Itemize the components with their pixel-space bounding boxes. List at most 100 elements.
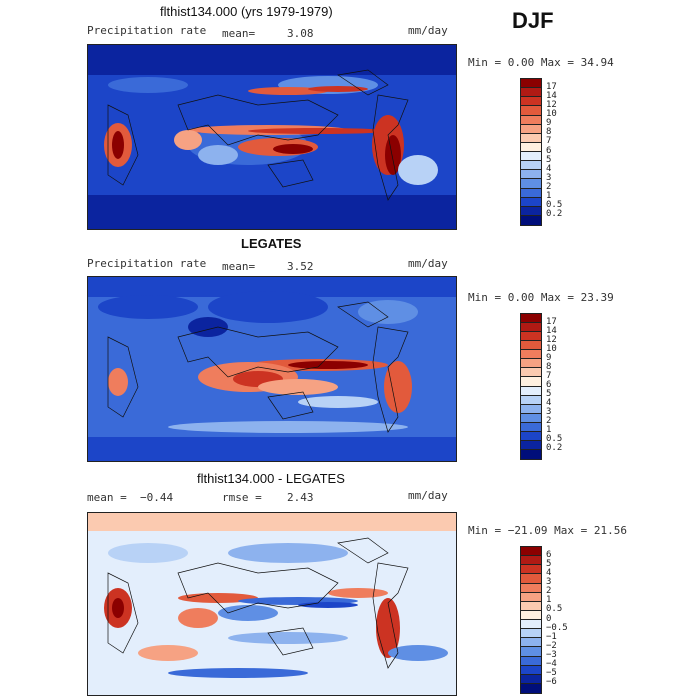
- colorbar-segment: [521, 179, 541, 189]
- colorbar-segment: [521, 674, 541, 684]
- colorbar-segment: [521, 206, 541, 216]
- mean-label-obs: mean=: [222, 260, 256, 273]
- colorbar-tick-label: 0.5: [546, 434, 563, 445]
- colorbar-segment: [521, 341, 541, 351]
- colorbar-segment: [521, 170, 541, 180]
- colorbar-segment: [521, 115, 541, 125]
- colorbar-segment: [521, 79, 541, 89]
- colorbar-tick-label: 2: [546, 416, 552, 427]
- colorbar-segment: [521, 161, 541, 171]
- colorbar-tick-label: 1: [546, 191, 552, 202]
- colorbar-tick-label: 17: [546, 316, 557, 327]
- colorbar-tick-label: 8: [546, 361, 552, 372]
- precip-map-model: [87, 44, 457, 230]
- units-obs: mm/day: [408, 257, 448, 270]
- colorbar-segment: [521, 368, 541, 378]
- colorbar-tick-label: 7: [546, 136, 552, 147]
- colorbar-tick-label: −5: [546, 668, 557, 679]
- colorbar-segment: [521, 556, 541, 566]
- colorbar-tick-label: 17: [546, 81, 557, 92]
- colorbar-segment: [521, 88, 541, 98]
- colorbar-segment: [521, 332, 541, 342]
- colorbar-tick-label: 10: [546, 343, 557, 354]
- colorbar-tick-label: 6: [546, 380, 552, 390]
- colorbar-segment: [521, 124, 541, 134]
- map-field-diff: [88, 513, 456, 695]
- colorbar-tick-label: 4: [546, 398, 552, 409]
- colorbar-segment: [521, 583, 541, 593]
- colorbar-tick-label: 2: [546, 182, 552, 192]
- diff-mean-label: mean =: [87, 491, 127, 504]
- colorbar-tick-label: −6: [546, 677, 557, 688]
- colorbar-tick-label: 1: [546, 595, 552, 606]
- colorbar-model: [520, 78, 542, 226]
- colorbar-segment: [521, 413, 541, 423]
- colorbar-segment: [521, 323, 541, 333]
- colorbar-tick-label: 0.5: [546, 200, 563, 211]
- colorbar-tick-label: 3: [546, 172, 552, 183]
- colorbar-segment: [521, 188, 541, 198]
- panel-title-obs: LEGATES: [241, 236, 302, 251]
- colorbar-tick-label: 14: [546, 90, 557, 101]
- colorbar-segment: [521, 656, 541, 666]
- colorbar-segment: [521, 620, 541, 630]
- colorbar-segment: [521, 610, 541, 620]
- map-field-model: [88, 45, 456, 229]
- colorbar-tick-label: −2: [546, 640, 557, 651]
- colorbar-segment: [521, 592, 541, 602]
- colorbar-tick-label: 0: [546, 613, 552, 624]
- diff-mean-value: −0.44: [140, 491, 174, 504]
- colorbar-tick-label: −0.5: [546, 622, 568, 633]
- colorbar-tick-label: 14: [546, 325, 557, 336]
- rmse-value: 2.43: [287, 491, 314, 504]
- colorbar-tick-label: 1: [546, 425, 552, 436]
- colorbar-segment: [521, 377, 541, 387]
- precip-map-obs: [87, 276, 457, 462]
- colorbar-segment: [521, 440, 541, 450]
- colorbar-segment: [521, 683, 541, 693]
- colorbar-segment: [521, 215, 541, 225]
- colorbar-segment: [521, 404, 541, 414]
- colorbar-tick-label: 0.5: [546, 604, 563, 615]
- precip-map-diff: [87, 512, 457, 696]
- colorbar-segment: [521, 197, 541, 207]
- minmax-model: Min = 0.00 Max = 34.94: [468, 56, 614, 69]
- colorbar-segment: [521, 152, 541, 162]
- colorbar-tick-label: −1: [546, 631, 557, 642]
- season-label: DJF: [512, 8, 554, 33]
- colorbar-segment: [521, 359, 541, 369]
- colorbar-tick-label: 4: [546, 163, 552, 174]
- mean-value-model: 3.08: [287, 27, 314, 40]
- colorbar-segment: [521, 106, 541, 116]
- units-model: mm/day: [408, 24, 448, 37]
- colorbar-segment: [521, 97, 541, 107]
- colorbar-segment: [521, 386, 541, 396]
- colorbar-tick-label: 2: [546, 586, 552, 597]
- colorbar-tick-label: −3: [546, 650, 557, 660]
- colorbar-tick-label: 12: [546, 99, 557, 110]
- panel-title-diff: flthist134.000 - LEGATES: [197, 471, 345, 486]
- colorbar-tick-label: 5: [546, 558, 552, 569]
- colorbar-segment: [521, 142, 541, 152]
- colorbar-segment: [521, 647, 541, 657]
- mean-value-obs: 3.52: [287, 260, 314, 273]
- colorbar-segment: [521, 449, 541, 459]
- map-field-obs: [88, 277, 456, 461]
- colorbar-tick-label: 6: [546, 549, 552, 560]
- units-diff: mm/day: [408, 489, 448, 502]
- colorbar-tick-label: 10: [546, 109, 557, 119]
- colorbar-diff: [520, 546, 542, 694]
- mean-label-model: mean=: [222, 27, 256, 40]
- colorbar-tick-label: 4: [546, 567, 552, 578]
- colorbar-tick-label: −4: [546, 659, 557, 670]
- colorbar-tick-label: 0.2: [546, 209, 563, 220]
- colorbar-segment: [521, 629, 541, 639]
- colorbar-segment: [521, 547, 541, 557]
- colorbar-segment: [521, 431, 541, 441]
- panel-title-model: flthist134.000 (yrs 1979-1979): [160, 4, 333, 19]
- colorbar-tick-label: 7: [546, 370, 552, 381]
- colorbar-segment: [521, 314, 541, 324]
- minmax-obs: Min = 0.00 Max = 23.39: [468, 291, 614, 304]
- colorbar-segment: [521, 133, 541, 143]
- colorbar-tick-label: 3: [546, 577, 552, 587]
